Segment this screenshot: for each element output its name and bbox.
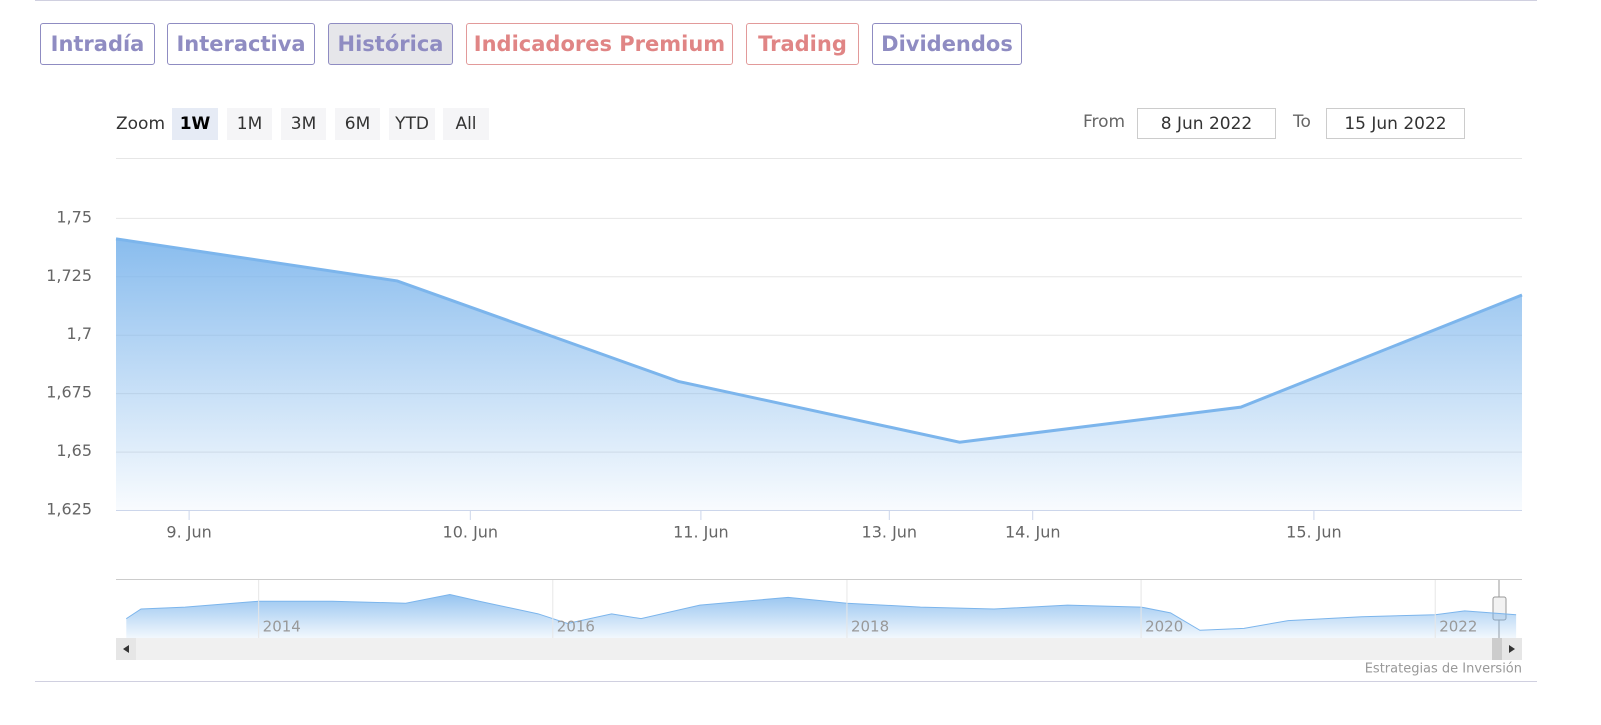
scroll-thumb[interactable] <box>1492 638 1502 660</box>
y-tick-label: 1,725 <box>46 266 92 285</box>
x-tick-label: 2020 <box>1145 618 1183 636</box>
arrow <box>123 645 129 653</box>
zoom-button[interactable]: 1M <box>227 108 272 140</box>
tab[interactable]: Interactiva <box>167 23 315 65</box>
bottom-border <box>35 681 1537 682</box>
top-border <box>35 0 1537 1</box>
x-tick-label: 10. Jun <box>443 523 499 542</box>
x-tick-label: 2016 <box>557 618 595 636</box>
credit: Estrategias de Inversión <box>1365 662 1522 677</box>
x-tick-label: 13. Jun <box>862 523 918 542</box>
zoom-button[interactable]: YTD <box>389 108 435 140</box>
y-tick-label: 1,675 <box>46 383 92 402</box>
x-tick-label: 2014 <box>263 618 301 636</box>
y-tick-label: 1,65 <box>56 441 92 460</box>
to-label: To <box>1293 112 1311 132</box>
tab[interactable]: Trading <box>746 23 859 65</box>
x-tick-label: 2022 <box>1439 618 1477 636</box>
area <box>116 238 1522 510</box>
x-tick-label: 14. Jun <box>1005 523 1061 542</box>
from-input[interactable]: 8 Jun 2022 <box>1137 108 1276 139</box>
x-tick-label: 2018 <box>851 618 889 636</box>
area <box>126 594 1517 638</box>
zoom-button[interactable]: 1W <box>172 108 218 140</box>
x-tick-label: 15. Jun <box>1286 523 1342 542</box>
line <box>115 237 1523 444</box>
tab[interactable]: Histórica <box>328 23 453 65</box>
tab[interactable]: Intradía <box>40 23 155 65</box>
x-tick-label: 11. Jun <box>673 523 729 542</box>
line <box>126 593 1517 631</box>
y-tick-label: 1,75 <box>56 207 92 226</box>
zoom-button[interactable]: All <box>443 108 489 140</box>
arrow <box>1509 645 1515 653</box>
x-tick-label: 9. Jun <box>166 523 211 542</box>
y-tick-label: 1,7 <box>67 324 92 343</box>
tab[interactable]: Indicadores Premium <box>466 23 733 65</box>
zoom-label: Zoom <box>116 114 166 134</box>
tab[interactable]: Dividendos <box>872 23 1022 65</box>
zoom-button[interactable]: 6M <box>335 108 380 140</box>
zoom-button[interactable]: 3M <box>281 108 326 140</box>
y-tick-label: 1,625 <box>46 500 92 519</box>
scrollbar[interactable] <box>116 638 1522 660</box>
from-label: From <box>1083 112 1126 132</box>
to-input[interactable]: 15 Jun 2022 <box>1326 108 1465 139</box>
